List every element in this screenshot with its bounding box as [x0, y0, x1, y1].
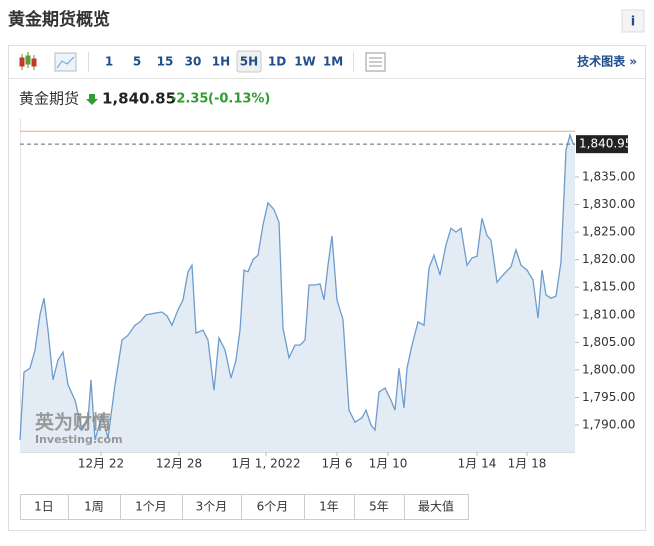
- quote-name: 黄金期货: [19, 90, 79, 108]
- current-label: 1,840.95: [579, 137, 632, 151]
- range-buttons: 1日 1周 1个月 3个月 6个月 1年 5年 最大值: [20, 494, 469, 520]
- watermark-brand: 英为财情: [35, 411, 111, 434]
- info-icon[interactable]: i: [631, 15, 635, 30]
- y-tick-label: 1,820.00: [582, 252, 635, 266]
- y-tick-label: 1,805.00: [582, 335, 635, 349]
- quote-price: 1,840.85: [102, 90, 176, 108]
- range-label[interactable]: 3个月: [196, 500, 228, 514]
- interval-button[interactable]: 5: [133, 55, 141, 69]
- quote-change: -2.35: [171, 92, 208, 107]
- y-tick-label: 1,800.00: [582, 362, 635, 376]
- panel: [8, 45, 646, 531]
- range-button[interactable]: [120, 494, 183, 520]
- y-tick-label: 1,795.00: [582, 390, 635, 404]
- range-label[interactable]: 5年: [369, 500, 389, 514]
- interval-button[interactable]: 5H: [240, 55, 258, 69]
- range-label[interactable]: 最大值: [418, 499, 454, 514]
- area: [20, 135, 575, 452]
- info-button[interactable]: [621, 9, 645, 33]
- range-label[interactable]: 1年: [319, 500, 339, 514]
- y-tick-label: 1,790.00: [582, 417, 635, 431]
- line: [19, 132, 576, 441]
- x-tick-label: 1月 1, 2022: [231, 457, 300, 471]
- x-tick-label: 1月 14: [458, 457, 497, 471]
- down-arrow: [86, 94, 98, 105]
- range-button[interactable]: [404, 494, 469, 520]
- current-badge: [576, 135, 628, 154]
- quote-change-pct: (-0.13%): [208, 92, 270, 107]
- interval-button[interactable]: 1W: [294, 55, 316, 69]
- range-button[interactable]: [354, 494, 405, 520]
- technical-chart-link[interactable]: 技术图表 »: [577, 54, 637, 69]
- range-label[interactable]: 6个月: [257, 500, 289, 514]
- plot: 1,790.00 1,795.00 1,800.00 1,805.00 1,810.00…: [19, 118, 635, 471]
- range-label[interactable]: 1日: [34, 500, 54, 514]
- selected-interval[interactable]: [236, 50, 262, 73]
- x-tick-label: 1月 18: [508, 457, 547, 471]
- interval-button[interactable]: 1M: [323, 55, 343, 69]
- range-button[interactable]: [241, 494, 305, 520]
- interval-button[interactable]: 1: [105, 55, 113, 69]
- interval-button[interactable]: 15: [157, 55, 174, 69]
- y-tick-label: 1,835.00: [582, 169, 635, 183]
- x-tick-label: 1月 10: [369, 457, 408, 471]
- y-tick-label: 1,815.00: [582, 280, 635, 294]
- range-button[interactable]: [20, 494, 69, 520]
- x-tick-label: 12月 22: [78, 457, 124, 471]
- area-icon[interactable]: [54, 52, 77, 72]
- widget-title: 黄金期货概览: [8, 9, 110, 30]
- interval-button[interactable]: 30: [185, 55, 202, 69]
- range-label[interactable]: 1个月: [135, 500, 167, 514]
- range-label[interactable]: 1周: [84, 500, 104, 514]
- y-tick-label: 1,825.00: [582, 225, 635, 239]
- x-tick-label: 1月 6: [321, 457, 352, 471]
- candle-icon[interactable]: [19, 52, 37, 70]
- y-tick-label: 1,810.00: [582, 307, 635, 321]
- interval-button[interactable]: 1D: [268, 55, 286, 69]
- interval-buttons: 1 5 15 30 1H 5H 1D 1W 1M: [105, 50, 343, 73]
- template-icon[interactable]: [365, 52, 386, 72]
- interval-button[interactable]: 1H: [212, 55, 230, 69]
- x-tick-label: 12月 28: [156, 457, 202, 471]
- watermark-site: Investing.com: [35, 433, 123, 446]
- y-tick-label: 1,830.00: [582, 197, 635, 211]
